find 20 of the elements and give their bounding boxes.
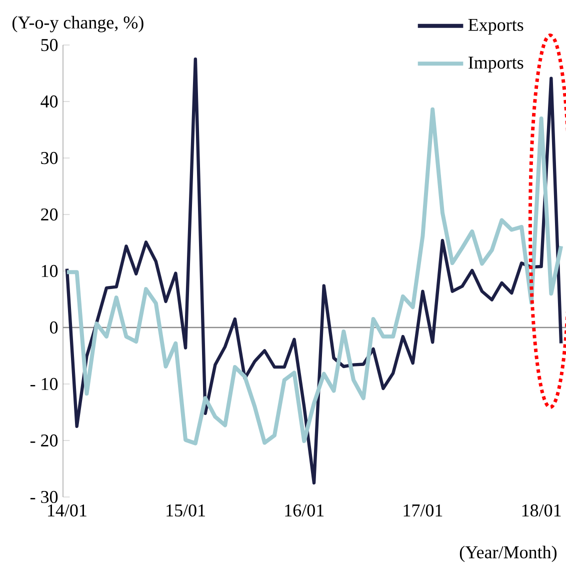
y-tick-label: 30 xyxy=(41,152,58,164)
x-tick-label: 17/01 xyxy=(404,504,442,517)
legend-label: Imports xyxy=(468,56,524,72)
x-tick-label: 14/01 xyxy=(48,504,86,517)
x-tick-label: 18/01 xyxy=(522,504,561,517)
x-tick-label: 16/01 xyxy=(285,504,324,517)
y-tick-label: - 10 xyxy=(30,378,58,390)
y-tick-label: 10 xyxy=(42,264,58,278)
line-series xyxy=(65,58,563,484)
x-axis-title: (Year/Month) xyxy=(460,546,557,562)
y-tick-label: 0 xyxy=(50,321,58,334)
x-tick-label: 15/01 xyxy=(166,504,205,517)
y-axis-title: (Y-o-y change, %) xyxy=(12,16,144,32)
y-tick-label: 50 xyxy=(41,38,58,52)
y-tick-label: - 20 xyxy=(30,434,58,447)
y-tick-label: 20 xyxy=(41,208,58,221)
y-tick-label: - 30 xyxy=(30,490,58,504)
line-series xyxy=(64,107,564,446)
y-tick-label: 40 xyxy=(40,95,58,108)
legend-label: Exports xyxy=(468,18,524,35)
